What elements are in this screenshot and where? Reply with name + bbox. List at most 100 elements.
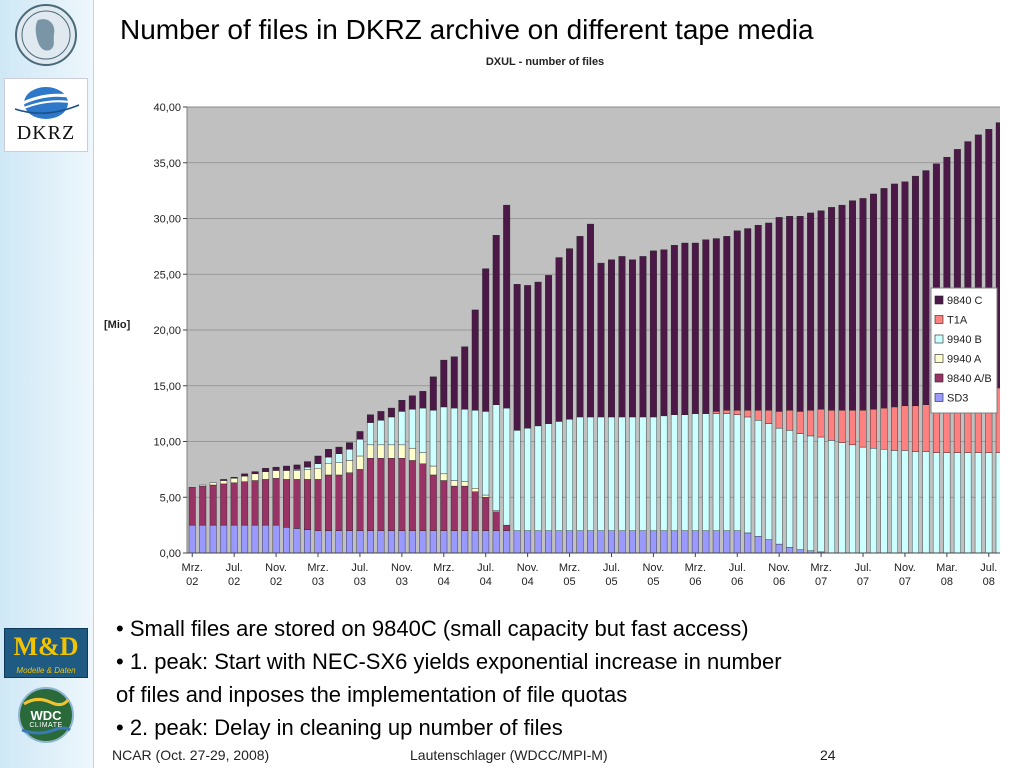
bar-segment-9840-c: [503, 205, 509, 408]
bar-segment-9840-c: [608, 260, 614, 417]
x-tick-label: 05: [647, 576, 659, 588]
bar-segment-sd3: [503, 531, 509, 553]
bar-segment-sd3: [776, 544, 782, 553]
bar-segment-t1a: [891, 407, 897, 450]
y-axis-label: [Mio]: [104, 319, 131, 331]
y-tick-label: 0,00: [160, 548, 181, 560]
bar-segment-9940-a: [357, 456, 363, 469]
bar-segment-9940-a: [420, 453, 426, 464]
bar-segment-sd3: [482, 531, 488, 553]
bar-segment-sd3: [755, 536, 761, 553]
bar-segment-t1a: [713, 411, 719, 413]
x-tick-label: Jul.: [854, 562, 871, 574]
bar-segment-9840-c: [765, 223, 771, 410]
bar-segment-9840-c: [252, 472, 258, 474]
bar-segment-t1a: [923, 405, 929, 452]
x-tick-label: Mrz.: [810, 562, 831, 574]
legend-label: 9840 C: [947, 295, 983, 307]
bar-segment-sd3: [388, 531, 394, 553]
bar-segment-9840-a-b: [441, 481, 447, 531]
bar-segment-9940-b: [671, 415, 677, 531]
x-tick-label: Mrz.: [307, 562, 328, 574]
bar-segment-9940-a: [378, 445, 384, 458]
bar-segment-9840-c: [734, 231, 740, 411]
bar-segment-sd3: [598, 531, 604, 553]
bar-segment-9840-c: [472, 310, 478, 410]
y-tick-label: 5,00: [160, 492, 181, 504]
md-logo: M&D Modelle & Daten: [4, 628, 88, 678]
bar-segment-9940-b: [629, 417, 635, 531]
bar-segment-sd3: [577, 531, 583, 553]
x-tick-label: Jul.: [351, 562, 368, 574]
bar-segment-t1a: [870, 409, 876, 448]
bar-segment-sd3: [734, 531, 740, 553]
x-tick-label: Nov.: [265, 562, 287, 574]
bar-segment-9940-b: [608, 417, 614, 531]
bar-segment-9940-b: [346, 449, 352, 460]
bar-segment-9940-b: [514, 430, 520, 530]
slide-title: Number of files in DKRZ archive on diffe…: [120, 14, 814, 46]
bar-segment-9940-a: [315, 468, 321, 479]
bar-segment-t1a: [828, 410, 834, 440]
x-tick-label: Jul.: [729, 562, 746, 574]
bar-segment-9840-a-b: [283, 479, 289, 527]
sidebar: DKRZ M&D Modelle & Daten WDC CLIMATE: [0, 0, 94, 768]
bar-segment-sd3: [451, 531, 457, 553]
bar-segment-9840-c: [870, 194, 876, 409]
x-tick-label: 03: [312, 576, 324, 588]
bar-segment-9940-a: [241, 476, 247, 482]
bar-segment-9840-c: [807, 213, 813, 410]
bar-segment-9840-c: [220, 479, 226, 480]
bar-segment-9940-a: [336, 463, 342, 475]
bar-segment-9840-c: [388, 408, 394, 417]
bar-segment-sd3: [608, 531, 614, 553]
bar-segment-sd3: [262, 525, 268, 553]
x-tick-label: Mrz.: [182, 562, 203, 574]
legend-label: 9840 A/B: [947, 373, 992, 385]
wdc-climate-logo: WDC CLIMATE: [4, 686, 88, 744]
bar-segment-sd3: [545, 531, 551, 553]
bar-segment-t1a: [818, 409, 824, 437]
bar-segment-9940-b: [860, 447, 866, 553]
legend-label: 9940 A: [947, 354, 982, 366]
bar-segment-9940-b: [839, 443, 845, 553]
bar-segment-9840-a-b: [493, 512, 499, 531]
bar-segment-t1a: [849, 410, 855, 445]
bar-segment-sd3: [441, 531, 447, 553]
bar-segment-9940-b: [451, 408, 457, 480]
bar-segment-9940-a: [399, 445, 405, 458]
bar-segment-t1a: [744, 410, 750, 417]
bar-segment-9840-c: [703, 240, 709, 414]
bar-segment-sd3: [294, 528, 300, 553]
bar-segment-t1a: [786, 410, 792, 430]
bar-segment-9840-c: [420, 391, 426, 408]
bar-segment-sd3: [357, 531, 363, 553]
bar-segment-9940-a: [231, 478, 237, 482]
bar-segment-9840-a-b: [430, 475, 436, 531]
bar-segment-9940-b: [461, 409, 467, 481]
footer-left: NCAR (Oct. 27-29, 2008): [112, 747, 269, 763]
bar-segment-9940-b: [849, 445, 855, 553]
bar-segment-9940-b: [692, 414, 698, 531]
bar-segment-sd3: [461, 531, 467, 553]
bar-segment-9940-b: [409, 409, 415, 448]
bar-segment-9940-a: [283, 470, 289, 479]
x-tick-label: 04: [438, 576, 450, 588]
bar-segment-sd3: [786, 547, 792, 553]
bar-segment-9840-a-b: [252, 481, 258, 526]
bar-segment-9840-a-b: [199, 486, 205, 525]
bar-segment-9940-a: [262, 472, 268, 480]
x-tick-label: Nov.: [768, 562, 790, 574]
bar-segment-9940-b: [975, 453, 981, 553]
bar-segment-9940-a: [304, 469, 310, 479]
bar-segment-9940-b: [828, 440, 834, 553]
x-tick-label: 07: [899, 576, 911, 588]
bar-segment-9940-b: [881, 449, 887, 553]
bar-segment-9840-c: [661, 250, 667, 416]
x-tick-label: Jul.: [226, 562, 243, 574]
bar-segment-9840-c: [912, 176, 918, 406]
bar-segment-9940-b: [503, 408, 509, 525]
y-tick-label: 35,00: [153, 158, 181, 170]
x-tick-label: 02: [270, 576, 282, 588]
bar-segment-9840-c: [849, 201, 855, 411]
